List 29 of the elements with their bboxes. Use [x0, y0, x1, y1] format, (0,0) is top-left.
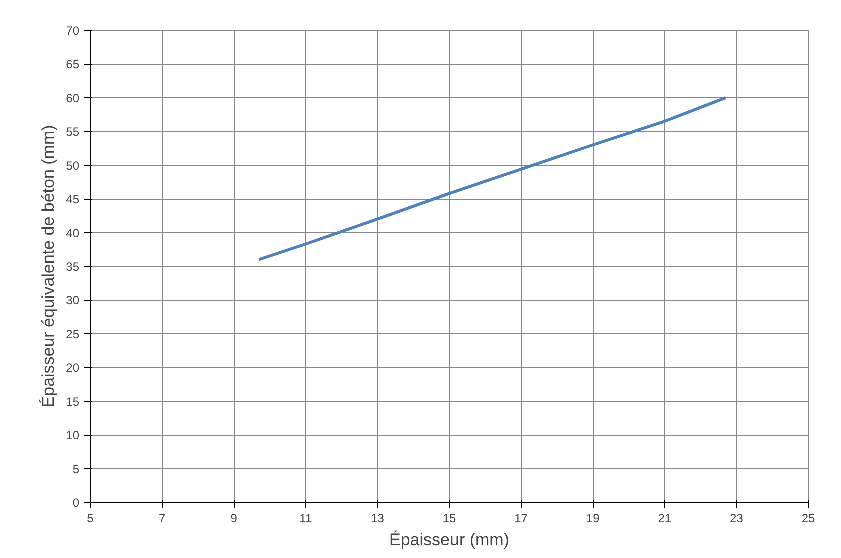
x-tick-label: 13: [371, 512, 385, 526]
y-tick-label: 0: [72, 496, 80, 510]
line-series: [258, 96, 728, 262]
y-tick-label: 30: [66, 294, 80, 308]
y-tick-label: 10: [66, 428, 80, 443]
y-tick-label: 60: [66, 91, 80, 106]
x-tick-label: 11: [300, 512, 312, 526]
y-tick-label: 5: [72, 462, 80, 476]
x-tick-label: 9: [230, 512, 238, 526]
y-tick-label: 65: [66, 58, 80, 72]
x-tick-label: 25: [802, 512, 816, 526]
y-tick-label: 15: [66, 394, 80, 409]
x-tick-label: 5: [87, 512, 94, 526]
x-tick-label: 17: [514, 512, 528, 526]
x-tick-label: 19: [586, 512, 600, 526]
x-axis-title: Épaisseur (mm): [390, 530, 510, 550]
y-tick-label: 20: [66, 361, 80, 376]
x-tick-label: 23: [730, 512, 744, 526]
y-tick-label: 50: [66, 158, 80, 173]
y-tick-label: 35: [66, 260, 80, 274]
y-tick-label: 45: [66, 192, 80, 207]
y-tick-label: 25: [66, 327, 80, 342]
y-axis-title: Épaisseur équivalente de béton (mm): [39, 125, 58, 408]
x-tick-label: 21: [658, 512, 672, 526]
y-tick-label: 40: [66, 226, 80, 240]
x-tick-label: 15: [442, 512, 456, 526]
x-tick-label: 7: [158, 512, 166, 526]
y-tick-label: 70: [66, 24, 80, 38]
y-tick-label: 55: [66, 125, 80, 140]
